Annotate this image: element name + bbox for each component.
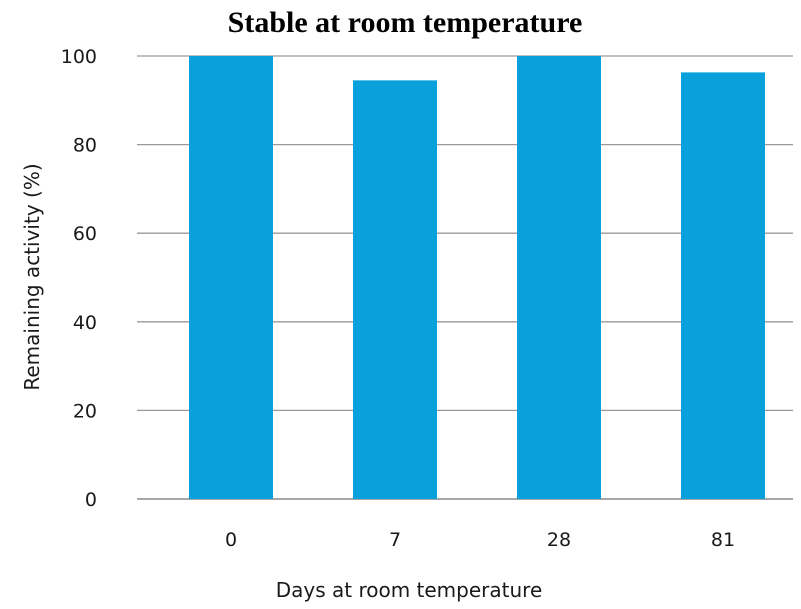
x-tick-label: 28 (547, 529, 571, 551)
bar-28 (517, 56, 601, 499)
y-tick-label: 80 (73, 135, 97, 157)
y-tick-label: 60 (73, 223, 97, 245)
x-tick-label: 0 (225, 529, 237, 551)
x-axis-label: Days at room temperature (276, 578, 543, 602)
y-tick-label: 0 (85, 489, 97, 511)
bars (189, 56, 765, 500)
bar-7 (353, 80, 437, 500)
y-tick-label: 20 (73, 400, 97, 422)
y-tick-labels: 0 20 40 60 80 100 (61, 46, 97, 511)
y-tick-label: 100 (61, 46, 97, 68)
bar-81 (681, 72, 765, 500)
x-tick-labels: 0 7 28 81 (225, 529, 735, 551)
bar-0 (189, 56, 273, 499)
chart-title: Stable at room temperature (228, 6, 583, 39)
y-axis-label: Remaining activity (%) (20, 163, 44, 390)
x-tick-label: 7 (389, 529, 401, 551)
x-tick-label: 81 (711, 529, 735, 551)
y-tick-label: 40 (73, 312, 97, 334)
